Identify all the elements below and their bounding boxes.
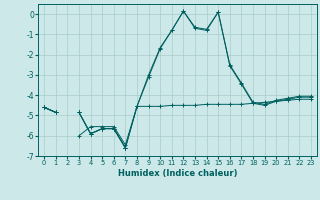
X-axis label: Humidex (Indice chaleur): Humidex (Indice chaleur) bbox=[118, 169, 237, 178]
